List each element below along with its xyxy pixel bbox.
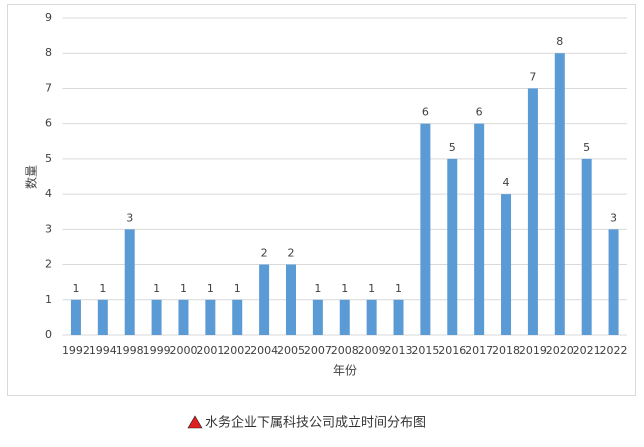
y-tick-label: 6 [45,117,52,130]
data-label: 6 [422,106,429,119]
data-label: 7 [529,70,536,83]
data-label: 1 [395,282,402,295]
data-label: 1 [153,282,160,295]
x-tick-label: 2009 [358,344,386,357]
data-label: 2 [287,247,294,260]
y-tick-label: 5 [45,152,52,165]
x-tick-label: 2005 [277,344,305,357]
bar [285,264,296,335]
bar [527,88,538,335]
data-label: 5 [449,141,456,154]
data-label: 1 [314,282,321,295]
bar [581,158,592,335]
x-tick-label: 2002 [223,344,251,357]
bar [393,299,404,335]
data-label: 1 [72,282,79,295]
data-label: 8 [556,35,563,48]
data-label: 3 [610,211,617,224]
data-label: 6 [476,106,483,119]
data-label: 1 [234,282,241,295]
data-label: 5 [583,141,590,154]
bar [447,158,458,335]
x-tick-label: 2021 [573,344,601,357]
bar [70,299,81,335]
y-tick-label: 1 [45,293,52,306]
x-tick-label: 2016 [438,344,466,357]
bar [554,53,565,335]
x-tick-label: 2020 [546,344,574,357]
bar [608,229,619,335]
x-axis-title: 年份 [333,364,357,378]
bar [124,229,135,335]
x-tick-label: 1999 [143,344,171,357]
data-label: 1 [180,282,187,295]
x-tick-label: 1992 [62,344,90,357]
data-label: 4 [503,176,510,189]
x-tick-label: 2001 [196,344,224,357]
bar [232,299,243,335]
data-label: 3 [126,211,133,224]
bar [178,299,189,335]
bar [339,299,350,335]
y-tick-label: 7 [45,81,52,94]
x-tick-label: 2007 [304,344,332,357]
y-tick-label: 9 [45,11,52,24]
x-tick-label: 1994 [89,344,117,357]
caption: 水务企业下属科技公司成立时间分布图 [205,415,426,431]
y-tick-label: 3 [45,222,52,235]
bar [366,299,377,335]
data-label: 1 [207,282,214,295]
bar [97,299,108,335]
x-tick-label: 2008 [331,344,359,357]
y-axis-title: 数量 [24,165,39,189]
y-tick-label: 4 [45,187,52,200]
x-tick-label: 2000 [169,344,197,357]
data-label: 1 [99,282,106,295]
bar [205,299,216,335]
x-tick-label: 1998 [116,344,144,357]
data-label: 2 [261,247,268,260]
x-tick-label: 2022 [600,344,628,357]
x-tick-label: 2013 [385,344,413,357]
x-tick-label: 2017 [465,344,493,357]
chart-frame [7,4,636,396]
bar [501,194,512,335]
y-tick-label: 2 [45,258,52,271]
x-tick-label: 2015 [411,344,439,357]
x-tick-label: 2004 [250,344,278,357]
bar [259,264,270,335]
y-tick-label: 0 [45,328,52,341]
x-tick-label: 2018 [492,344,520,357]
bar [420,123,431,336]
data-label: 1 [341,282,348,295]
y-tick-label: 8 [45,46,52,59]
data-label: 1 [368,282,375,295]
caption-icon [187,415,203,429]
bar [312,299,323,335]
bar [474,123,485,336]
bar [151,299,162,335]
x-tick-label: 2019 [519,344,547,357]
